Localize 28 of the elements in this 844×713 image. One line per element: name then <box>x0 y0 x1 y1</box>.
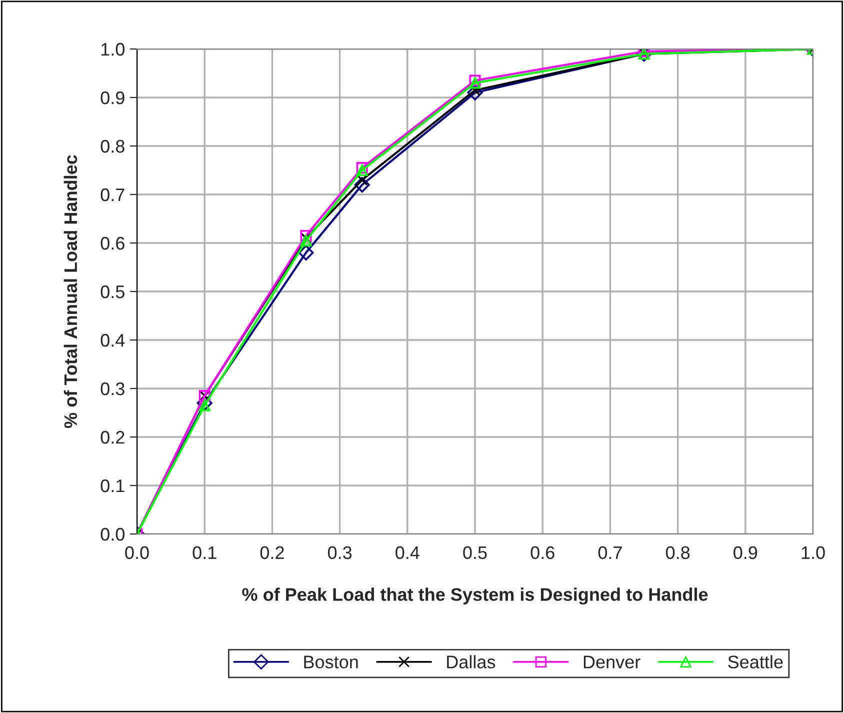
y-tick-label: 0.8 <box>100 140 124 153</box>
y-tick-label: 0.6 <box>100 236 124 250</box>
x-tick-label: 0.4 <box>396 546 420 560</box>
y-tick-label: 0.5 <box>100 285 124 298</box>
y-tick-label: 0.7 <box>100 188 124 202</box>
x-tick-label: 1.0 <box>802 546 825 560</box>
y-tick-label: 1.0 <box>101 42 124 56</box>
legend-label: Boston <box>304 656 358 668</box>
y-tick-label: 0.1 <box>100 479 124 492</box>
x-tick-label: 0.2 <box>260 546 284 560</box>
y-axis-title: % of Total Annual Load Handlec <box>64 155 78 428</box>
y-tick-label: 0.2 <box>100 430 124 444</box>
x-tick-label: 0.1 <box>192 546 216 560</box>
x-tick-label: 0.9 <box>734 546 758 560</box>
y-tick-label: 0.9 <box>100 91 124 104</box>
y-tick-label: 0.0 <box>100 528 124 541</box>
x-tick-label: 0.6 <box>530 546 554 560</box>
x-tick-label: 0.3 <box>328 546 352 560</box>
x-tick-label: 0.0 <box>125 546 149 560</box>
y-tick-label: 0.4 <box>100 334 125 347</box>
x-axis-title: % of Peak Load that the System is Designed to Handle <box>242 588 708 605</box>
legend-label: Seattle <box>728 655 783 668</box>
legend-label: Dallas <box>447 655 496 668</box>
legend-label: Denver <box>584 656 640 668</box>
y-tick-label: 0.3 <box>100 382 124 396</box>
x-tick-label: 0.5 <box>463 546 487 560</box>
x-tick-label: 0.7 <box>598 546 622 560</box>
x-tick-label: 0.8 <box>666 546 690 560</box>
